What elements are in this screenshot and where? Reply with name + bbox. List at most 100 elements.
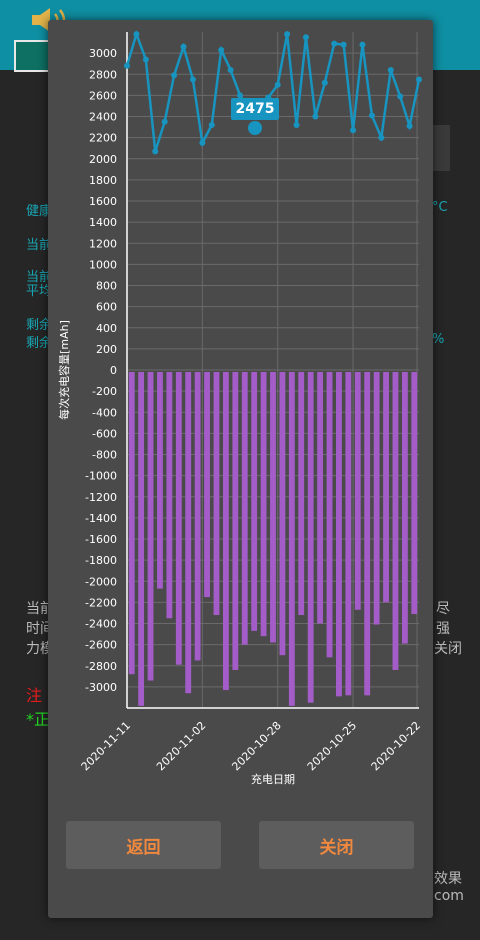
line-point [284, 31, 291, 38]
line-point [227, 67, 234, 74]
line-point [189, 76, 196, 83]
bg-footer-1: 效果 [434, 871, 462, 887]
x-axis-title: 充电日期 [251, 772, 295, 786]
bar [222, 372, 229, 691]
line-point [208, 121, 215, 128]
y-axis-title: 每次充电容量[mAh] [57, 320, 71, 420]
y-tick-label: 400 [96, 322, 117, 335]
line-point [368, 112, 375, 119]
bar [232, 372, 239, 670]
bar [241, 372, 248, 645]
y-tick-label: -400 [92, 406, 117, 419]
line-point [180, 43, 187, 50]
bg-row-label: 剩余 [26, 318, 53, 333]
line-point [302, 34, 309, 41]
x-tick-label: 2020-10-22 [369, 719, 423, 773]
bg-para-right-2: 强 [436, 621, 450, 637]
bg-row-label: 剩余 [26, 336, 53, 351]
line-point [152, 148, 159, 155]
line-point [274, 81, 281, 88]
bar [213, 372, 220, 616]
bar [345, 372, 352, 696]
bg-para-1: 当前 [26, 601, 54, 617]
line-point [350, 127, 357, 134]
line-point [142, 56, 149, 63]
bg-footer-2: com [434, 888, 464, 904]
bar [298, 372, 305, 616]
line-point [124, 62, 130, 69]
y-tick-label: 600 [96, 301, 117, 314]
bar [373, 372, 380, 625]
value-tooltip: 2475 [231, 98, 279, 120]
bg-para-right-1: 尽 [436, 601, 450, 617]
y-tick-label: 0 [110, 364, 117, 377]
bar [336, 372, 342, 697]
bg-row-label: 当前 [26, 270, 53, 285]
bar [288, 372, 295, 706]
bar [317, 372, 324, 624]
line-point [387, 67, 394, 74]
bar [260, 372, 267, 637]
bar [364, 372, 371, 696]
close-button[interactable]: 关闭 [259, 821, 414, 869]
y-tick-label: -1200 [85, 491, 117, 504]
y-tick-label: 2800 [89, 68, 117, 81]
bg-warning: 注 [26, 686, 43, 705]
y-tick-label: 1600 [89, 195, 117, 208]
line-point [237, 92, 244, 99]
y-tick-label: 800 [96, 280, 117, 293]
y-tick-label: -1000 [85, 470, 117, 483]
x-tick-label: 2020-10-28 [229, 719, 283, 773]
y-tick-label: -200 [92, 385, 117, 398]
highlight-marker [248, 121, 262, 135]
bar [147, 372, 154, 681]
y-tick-label: 1400 [89, 216, 117, 229]
bar [392, 372, 399, 670]
bar [307, 372, 314, 703]
y-tick-label: 2000 [89, 153, 117, 166]
bg-row-label: 平均 [26, 284, 53, 299]
bar [166, 372, 173, 619]
bg-row-value: °C [432, 200, 448, 215]
y-tick-label: -3000 [85, 681, 117, 694]
y-tick-label: 1800 [89, 174, 117, 187]
bar [270, 372, 276, 643]
y-tick-label: -1400 [85, 512, 117, 525]
bar [185, 372, 192, 694]
y-tick-label: 200 [96, 343, 117, 356]
y-tick-label: 2200 [89, 132, 117, 145]
bar [326, 372, 333, 658]
bar [401, 372, 408, 644]
bar [383, 372, 389, 603]
bar [138, 372, 145, 706]
bar [204, 372, 210, 598]
bar [157, 372, 163, 589]
y-tick-label: -2800 [85, 660, 117, 673]
line-point [321, 79, 328, 86]
x-tick-label: 2020-11-11 [79, 719, 133, 773]
y-tick-label: -1600 [85, 533, 117, 546]
capacity-line [125, 30, 421, 152]
y-tick-label: 3000 [89, 47, 117, 60]
background-card [430, 125, 450, 171]
bg-para-right-3: 关闭 [434, 641, 462, 657]
bar [251, 372, 258, 631]
bar [194, 372, 201, 661]
line-point [331, 40, 338, 47]
bar [128, 372, 135, 675]
line-point [378, 134, 385, 141]
charge-capacity-chart: 3000280026002400220020001800160014001200… [57, 30, 423, 786]
bg-row-label: 当前 [26, 238, 53, 253]
bg-para-3: 力模 [26, 641, 54, 657]
charge-history-dialog: 3000 2800 2600 2400 2200 2000 1800 1600 1400 1200… [48, 20, 433, 918]
y-tick-label: -1800 [85, 554, 117, 567]
line-point [133, 31, 140, 38]
back-button[interactable]: 返回 [66, 821, 221, 869]
line-point [397, 93, 404, 100]
line-point [199, 139, 206, 146]
line-point [312, 113, 319, 120]
y-tick-label: 2400 [89, 111, 117, 124]
bar [411, 372, 418, 614]
line-point [406, 123, 413, 130]
bar [279, 372, 286, 656]
